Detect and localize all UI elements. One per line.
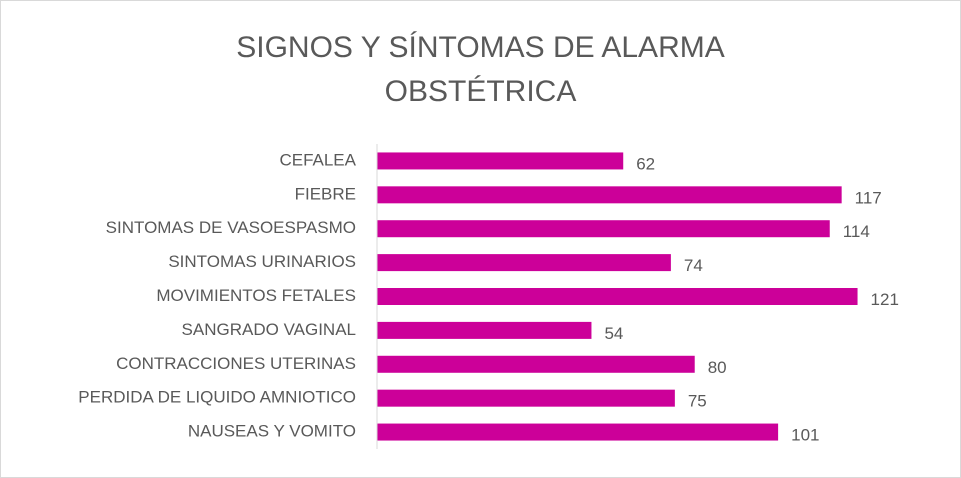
- data-label: 62: [636, 154, 655, 173]
- data-label: 75: [688, 392, 707, 411]
- y-tick-label: PERDIDA DE LIQUIDO AMNIOTICO: [78, 388, 356, 407]
- data-label: 80: [708, 358, 727, 377]
- y-tick-label: SINTOMAS URINARIOS: [168, 252, 356, 271]
- bar: [377, 423, 779, 441]
- bar: [377, 152, 624, 170]
- bar: [377, 254, 671, 272]
- bar: [377, 220, 830, 238]
- y-tick-label: MOVIMIENTOS FETALES: [156, 286, 356, 305]
- data-label: 74: [684, 256, 703, 275]
- y-tick-label: CONTRACCIONES UTERINAS: [116, 354, 356, 373]
- data-label: 101: [791, 426, 819, 445]
- data-label: 54: [604, 324, 623, 343]
- bar: [377, 288, 858, 305]
- y-tick-label: FIEBRE: [295, 184, 356, 203]
- chart-title: SIGNOS Y SÍNTOMAS DE ALARMA OBSTÉTRICA: [236, 31, 725, 108]
- data-label: 121: [871, 290, 899, 309]
- y-tick-label: SANGRADO VAGINAL: [182, 320, 356, 339]
- y-tick-label: NAUSEAS Y VOMITO: [188, 422, 356, 441]
- bar: [377, 186, 842, 204]
- y-tick-label: SINTOMAS DE VASOESPASMO: [106, 218, 356, 237]
- bar: [377, 321, 592, 339]
- data-label: 114: [843, 222, 870, 241]
- bar: [377, 389, 675, 407]
- data-label: 117: [855, 188, 882, 207]
- bar: [377, 355, 695, 373]
- y-tick-label: CEFALEA: [279, 150, 356, 169]
